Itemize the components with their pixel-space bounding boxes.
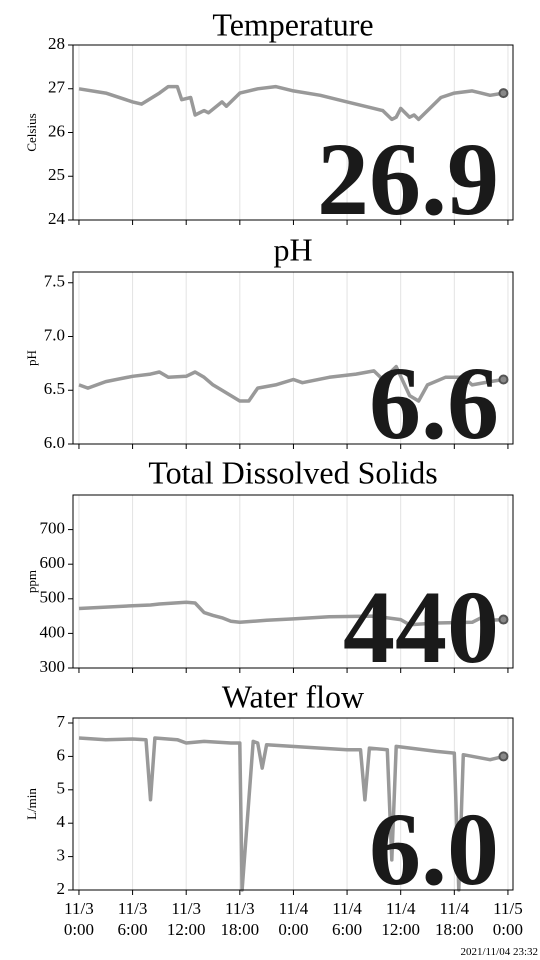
y-tick-label: 7.5 xyxy=(44,272,65,291)
y-tick-label: 3 xyxy=(57,846,66,865)
y-tick-label: 700 xyxy=(40,519,66,538)
current-value: 440 xyxy=(343,570,499,685)
current-value: 6.0 xyxy=(369,792,499,907)
plot-frame xyxy=(72,271,514,445)
x-tick-label: 11/3 18:00 xyxy=(220,899,260,939)
last-point xyxy=(498,751,509,762)
chart-title: Total Dissolved Solids xyxy=(148,454,437,490)
last-point xyxy=(498,88,509,99)
x-tick-label: 11/4 0:00 xyxy=(278,899,309,939)
y-tick-label: 7 xyxy=(57,712,66,731)
plot-frame xyxy=(72,494,514,669)
x-tick-label: 11/4 12:00 xyxy=(381,899,421,939)
y-tick-label: 24 xyxy=(48,209,66,228)
y-tick-label: 27 xyxy=(48,78,66,97)
y-tick-label: 2 xyxy=(57,879,66,898)
y-tick-label: 5 xyxy=(57,779,66,798)
x-tick-label: 11/3 6:00 xyxy=(117,899,148,939)
plot-frame xyxy=(72,44,514,221)
current-value: 26.9 xyxy=(317,122,499,237)
chart-title: pH xyxy=(273,231,312,267)
chart-title: Water flow xyxy=(222,678,364,714)
x-tick-label: 11/4 6:00 xyxy=(331,899,363,939)
timestamp: 2021/11/04 23:32 xyxy=(460,946,538,958)
y-tick-label: 7.0 xyxy=(44,325,65,344)
y-tick-label: 300 xyxy=(40,657,66,676)
x-tick-label: 11/5 0:00 xyxy=(492,899,524,939)
y-tick-label: 28 xyxy=(48,34,65,53)
chart-title: Temperature xyxy=(212,6,373,42)
y-tick-label: 6.5 xyxy=(44,379,65,398)
y-tick-label: 6.0 xyxy=(44,433,65,452)
last-point xyxy=(498,374,509,385)
y-tick-label: 400 xyxy=(40,622,66,641)
y-axis-label: Celsius xyxy=(24,113,39,151)
data-line xyxy=(78,600,504,627)
x-tick-label: 11/4 18:00 xyxy=(434,899,474,939)
y-tick-label: 25 xyxy=(48,165,65,184)
y-tick-label: 6 xyxy=(57,745,66,764)
y-tick-label: 600 xyxy=(40,553,66,572)
x-tick-label: 11/3 12:00 xyxy=(166,899,206,939)
data-line xyxy=(78,736,504,892)
x-tick-label: 11/3 0:00 xyxy=(63,899,95,939)
plot-frame xyxy=(72,717,514,891)
y-tick-label: 4 xyxy=(57,812,66,831)
y-axis-label: L/min xyxy=(24,788,39,820)
last-point xyxy=(498,614,509,625)
y-tick-label: 26 xyxy=(48,121,65,140)
y-axis-label: pH xyxy=(24,350,39,366)
current-value: 6.6 xyxy=(369,346,499,461)
data-line xyxy=(78,364,504,403)
y-tick-label: 500 xyxy=(40,588,66,607)
y-axis-label: ppm xyxy=(24,570,39,593)
data-line xyxy=(78,84,504,122)
